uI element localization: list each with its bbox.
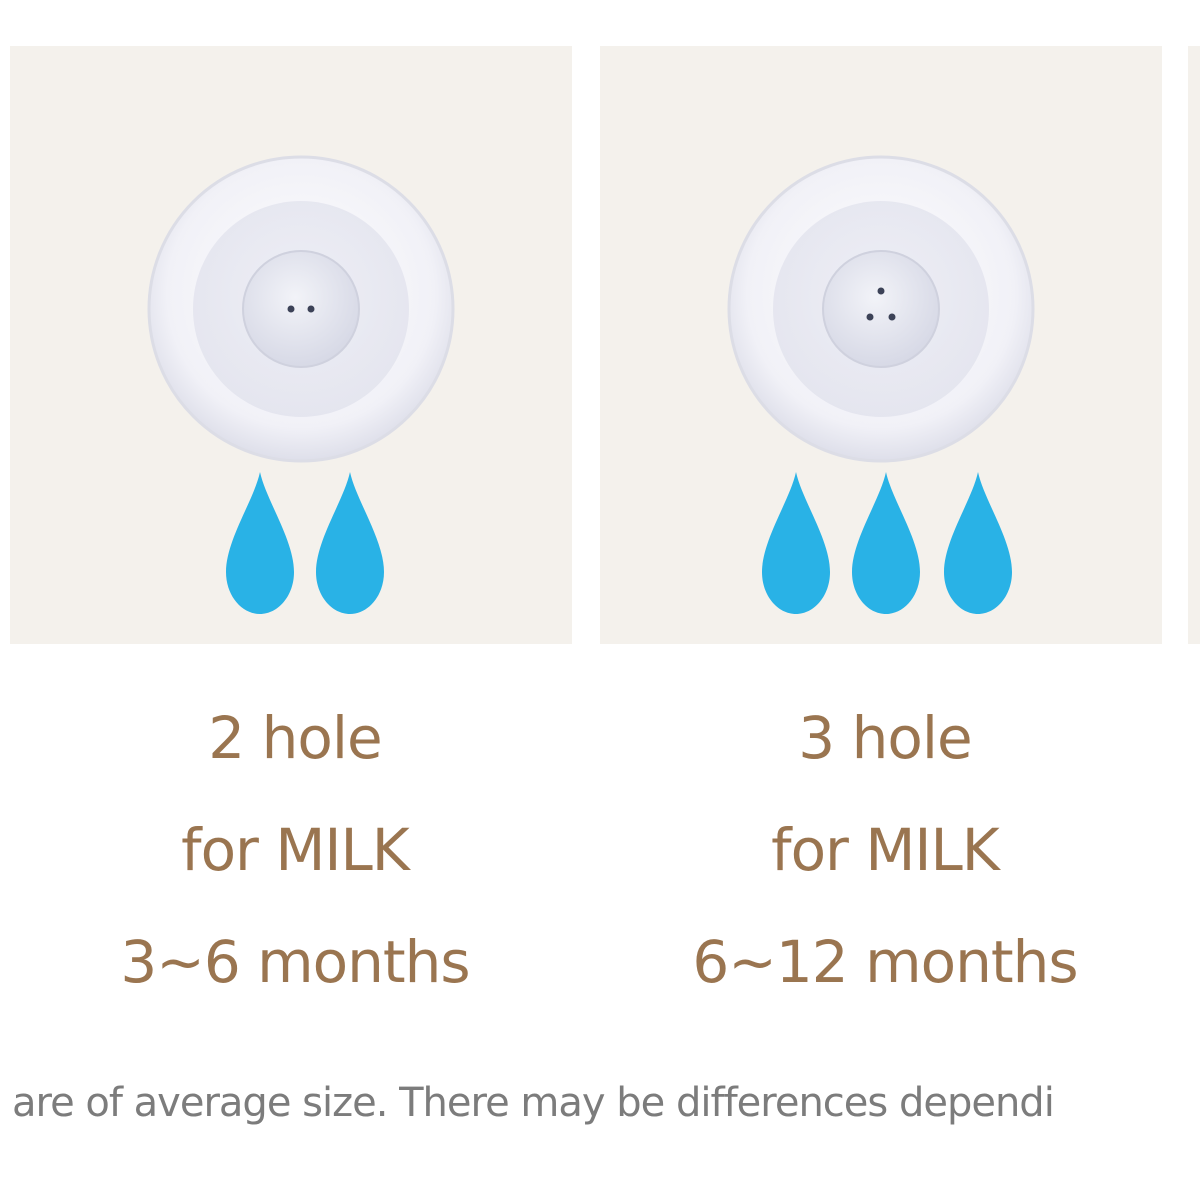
caption-hole-count: 2 hole xyxy=(208,704,382,772)
caption-hole-count: 3 hole xyxy=(798,704,972,772)
footnote-text: are of average size. There may be differ… xyxy=(12,1080,1055,1126)
caption-usage: for MILK xyxy=(771,816,1000,884)
caption-2-hole: 2 hole for MILK 3~6 months xyxy=(0,682,590,1018)
drop-icon xyxy=(226,472,294,614)
nipple-2-hole-icon xyxy=(146,154,456,464)
caption-3-hole: 3 hole for MILK 6~12 months xyxy=(590,682,1180,1018)
drop-icon xyxy=(316,472,384,614)
nipple-3-hole-icon xyxy=(726,154,1036,464)
nipple-card-3-hole xyxy=(600,46,1162,644)
drops-icon-group xyxy=(756,470,1026,650)
drops-icon-group xyxy=(218,470,398,650)
caption-age-range: 6~12 months xyxy=(692,928,1078,996)
caption-usage: for MILK xyxy=(181,816,410,884)
caption-age-range: 3~6 months xyxy=(120,928,470,996)
nipple-card-2-hole xyxy=(10,46,572,644)
nipple-card-partial xyxy=(1188,46,1200,644)
drop-icon xyxy=(944,472,1012,614)
drop-icon xyxy=(852,472,920,614)
drop-icon xyxy=(762,472,830,614)
